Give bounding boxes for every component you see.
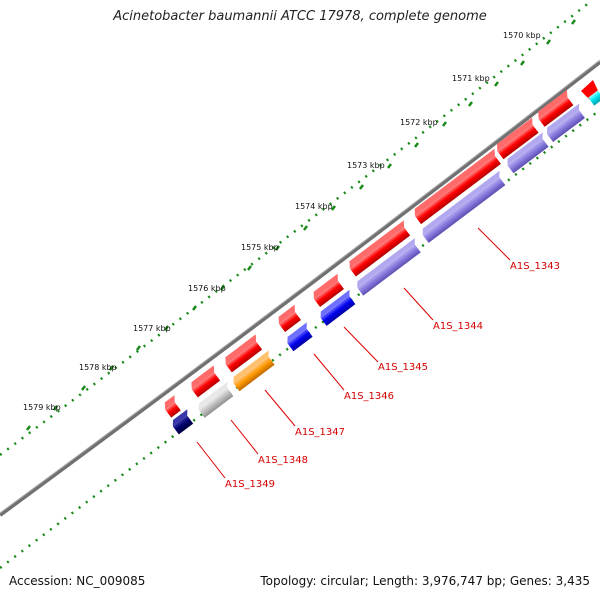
cds-feature	[538, 89, 574, 127]
cds-feature	[225, 334, 263, 373]
leader-line-a1s-1344	[403, 287, 434, 321]
cds-feature	[497, 117, 539, 160]
cds-feature	[191, 365, 221, 398]
leader-line-a1s-1346	[313, 353, 345, 391]
ruler-label-1579: 1579 kbp	[23, 403, 61, 412]
gene-label-a1s-1344[interactable]: A1S_1344	[433, 321, 483, 332]
gene-label-a1s-1345[interactable]: A1S_1345	[378, 362, 428, 373]
cds-feature	[414, 148, 501, 225]
cds-feature	[164, 395, 181, 418]
genome-summary: Topology: circular; Length: 3,976,747 bp…	[260, 574, 590, 588]
map-title: Acinetobacter baumannii ATCC 17978, comp…	[113, 9, 487, 24]
ruler-label-1574: 1574 kbp	[295, 202, 333, 211]
ruler-label-1578: 1578 kbp	[79, 363, 117, 372]
genome-backbone-highlight	[0, 59, 600, 514]
leader-line-a1s-1347	[264, 389, 296, 427]
cog-feature-gray	[198, 381, 234, 418]
ruler-label-1575: 1575 kbp	[241, 243, 279, 252]
gene-label-a1s-1347[interactable]: A1S_1347	[295, 427, 345, 438]
outer-ruler-dots	[0, 1, 591, 456]
ruler-label-1577: 1577 kbp	[133, 324, 171, 333]
leader-line-a1s-1348	[230, 419, 259, 455]
cog-track	[172, 90, 600, 435]
ruler-label-1571: 1571 kbp	[452, 74, 490, 83]
cds-feature	[349, 220, 411, 277]
cog-feature-purple	[507, 132, 549, 174]
cog-feature-blue	[287, 322, 313, 352]
leader-line-a1s-1343	[477, 227, 511, 261]
cds-feature	[278, 304, 301, 333]
cog-feature-purple	[422, 170, 506, 243]
gene-label-a1s-1343[interactable]: A1S_1343	[510, 261, 560, 272]
accession-label: Accession: NC_009085	[9, 574, 146, 588]
cog-feature-purple	[547, 103, 585, 143]
ruler-label-1576: 1576 kbp	[188, 284, 226, 293]
genome-backbone	[0, 60, 600, 517]
outer-ruler-ticks	[26, 19, 576, 431]
cog-feature-navy	[172, 409, 194, 435]
gene-label-a1s-1348[interactable]: A1S_1348	[258, 455, 308, 466]
ruler-label-1573: 1573 kbp	[347, 161, 385, 170]
leader-line-a1s-1349	[196, 441, 226, 479]
label-leader-lines	[196, 227, 511, 479]
ruler-label-1572: 1572 kbp	[400, 118, 438, 127]
cds-feature	[313, 273, 344, 308]
leader-line-a1s-1345	[343, 326, 379, 363]
ruler-label-1570: 1570 kbp	[503, 31, 541, 40]
gene-label-a1s-1346[interactable]: A1S_1346	[344, 391, 394, 402]
cds-forward-track	[164, 80, 600, 418]
cog-feature-blue	[320, 289, 356, 326]
cog-feature-purple	[357, 237, 421, 296]
gene-label-a1s-1349[interactable]: A1S_1349	[225, 479, 275, 490]
cog-feature-orange	[233, 350, 275, 392]
